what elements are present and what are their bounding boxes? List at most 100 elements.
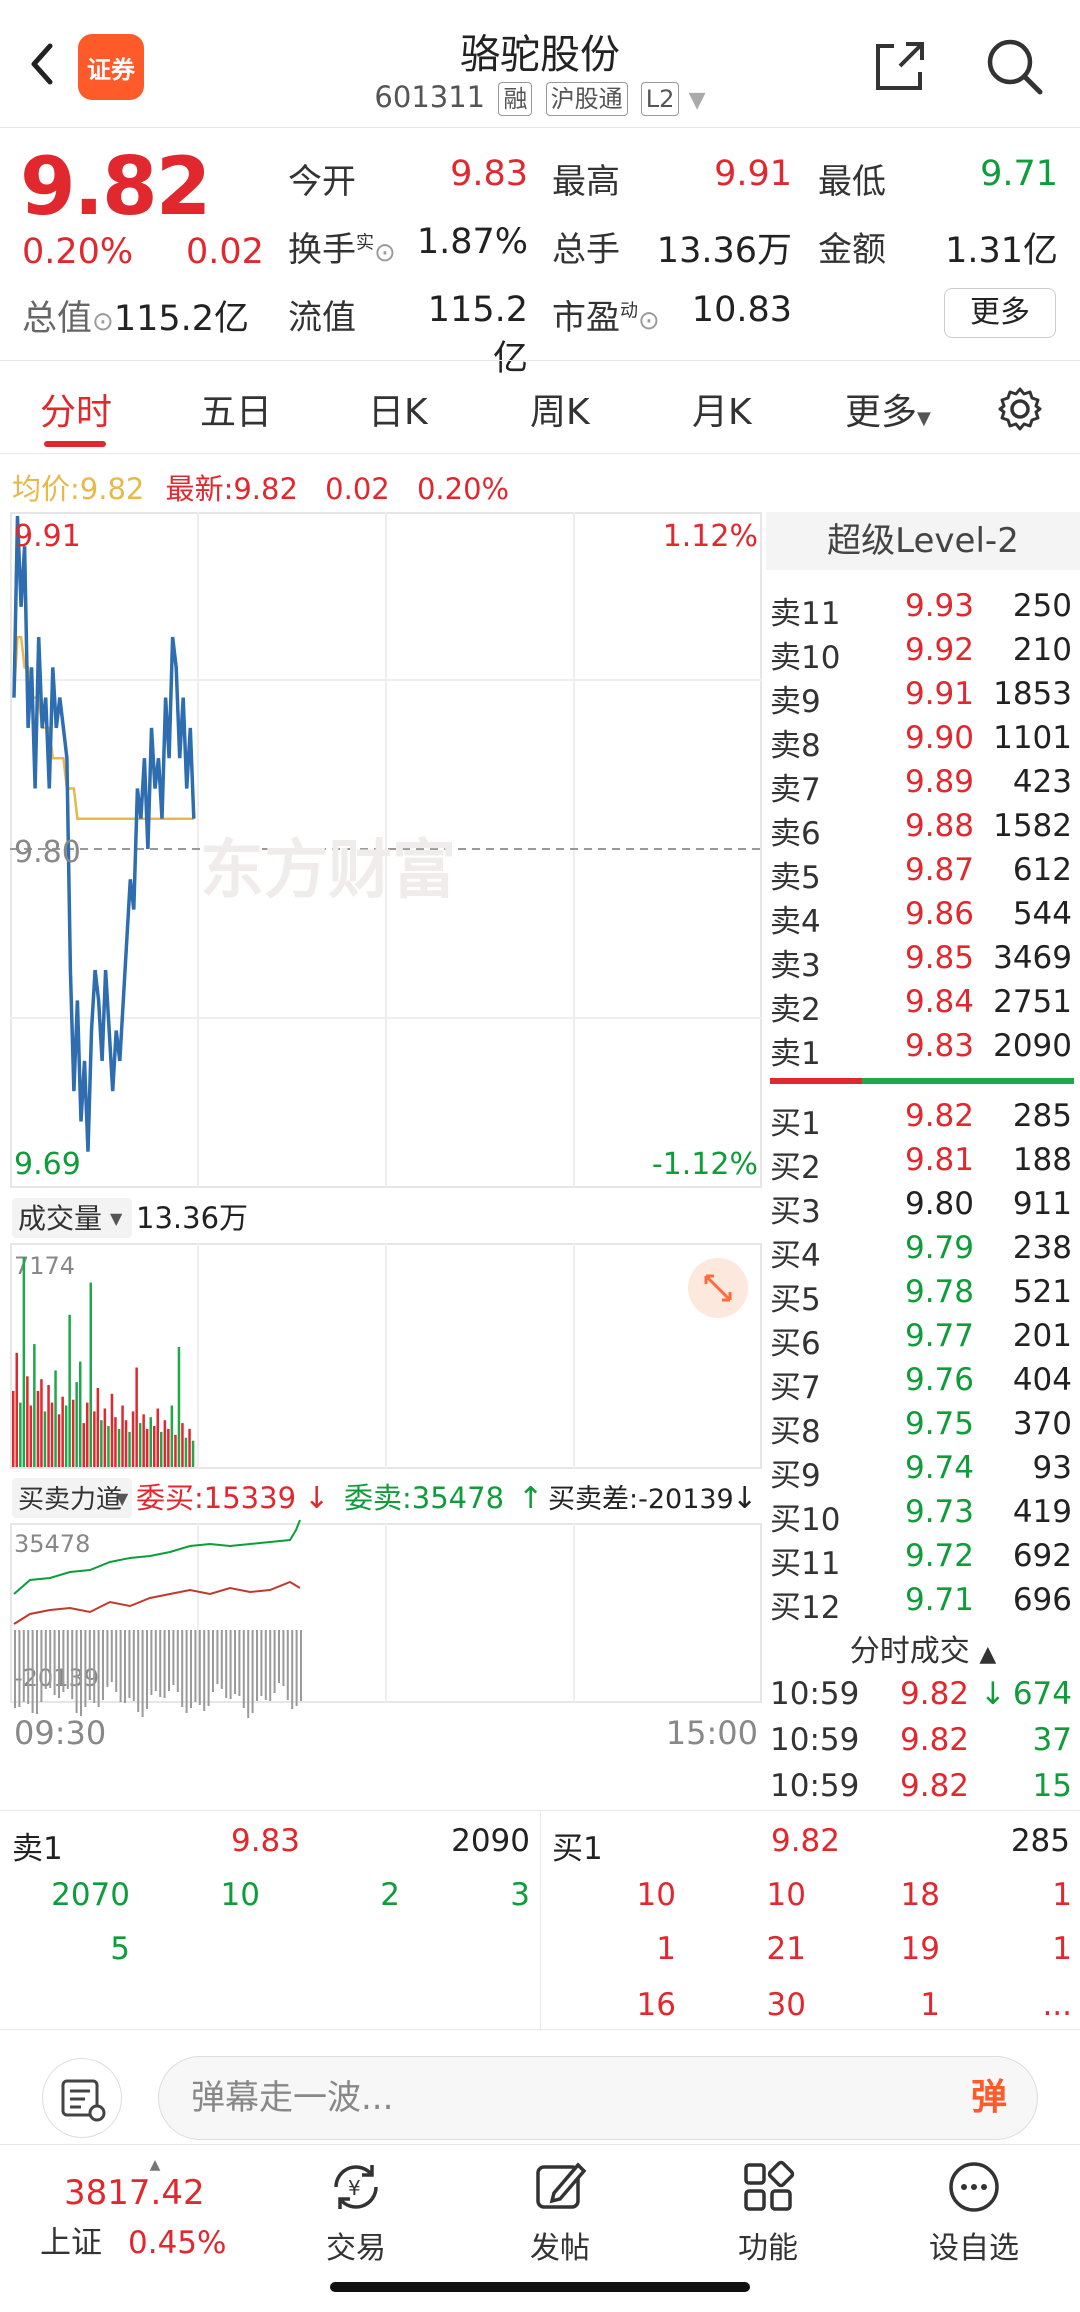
volume-bar <box>114 1417 117 1467</box>
gear-icon[interactable] <box>996 385 1044 433</box>
force-diff-bar <box>44 1630 47 1689</box>
ask-level-label: 卖7 <box>770 772 821 808</box>
ask-row[interactable]: 卖11 9.93 250 <box>770 588 1076 632</box>
queue-order: 1 <box>920 1987 940 2023</box>
brand-logo[interactable]: 证券 <box>78 34 144 100</box>
force-diff-bar <box>40 1630 43 1702</box>
turnover-value: 1.87% <box>416 222 528 262</box>
bid-row[interactable]: 买4 9.79 238 <box>770 1230 1076 1274</box>
bid-volume: 911 <box>1012 1186 1072 1222</box>
tab-weekly-k[interactable]: 周K <box>530 392 590 433</box>
force-diff-bar <box>80 1630 82 1716</box>
force-diff-bar <box>291 1630 294 1709</box>
level2-title[interactable]: 超级Level-2 <box>766 512 1080 570</box>
bid-row[interactable]: 买5 9.78 521 <box>770 1274 1076 1318</box>
nav-trade[interactable]: ¥ 交易 <box>296 2157 416 2267</box>
nav-functions[interactable]: 功能 <box>708 2157 828 2267</box>
expand-icon <box>704 1274 732 1302</box>
volume-selector[interactable] <box>12 1198 132 1238</box>
force-diff-bar <box>66 1630 69 1689</box>
bid-row[interactable]: 买2 9.81 188 <box>770 1142 1076 1186</box>
nav-add-watch[interactable]: 设自选 <box>914 2157 1034 2267</box>
ask-row[interactable]: 卖4 9.86 544 <box>770 896 1076 940</box>
tab-daily-k[interactable]: 日K <box>368 392 428 433</box>
bid-level-label: 买2 <box>770 1150 821 1186</box>
share-icon[interactable] <box>870 36 930 96</box>
volume-bar <box>19 1402 22 1467</box>
tab-underline <box>44 441 106 447</box>
force-diff-bar <box>282 1630 285 1686</box>
volume-bar <box>184 1437 188 1467</box>
queue-order: 19 <box>900 1931 940 1967</box>
force-selector[interactable] <box>12 1478 132 1518</box>
danmu-input[interactable]: 弹幕走一波... <box>158 2056 1038 2140</box>
tab-five-day[interactable]: 五日 <box>200 392 273 433</box>
tab-intraday[interactable]: 分时 <box>40 392 113 433</box>
ask-price: 9.86 <box>904 896 974 932</box>
bid-row[interactable]: 买8 9.75 370 <box>770 1406 1076 1450</box>
volume-bar <box>61 1396 64 1467</box>
ask-price: 9.83 <box>904 1028 974 1064</box>
tick-price: 9.82 <box>900 1722 970 1758</box>
total-value-label: 总值 <box>22 299 93 339</box>
chevron-down-icon[interactable]: ▼ <box>688 88 706 113</box>
bid-row[interactable]: 买9 9.74 93 <box>770 1450 1076 1494</box>
ask-row[interactable]: 卖8 9.90 1101 <box>770 720 1076 764</box>
bid-row[interactable]: 买10 9.73 419 <box>770 1494 1076 1538</box>
bid-price: 9.82 <box>904 1098 974 1134</box>
tag-margin: 融 <box>498 82 533 116</box>
tab-more[interactable]: 更多▼ <box>845 383 931 435</box>
queue-order: 21 <box>766 1931 806 1967</box>
bid-row[interactable]: 买11 9.72 692 <box>770 1538 1076 1582</box>
more-button[interactable]: 更多 <box>944 288 1056 338</box>
search-icon[interactable] <box>982 34 1046 98</box>
latest-pct: 0.20% <box>416 472 510 506</box>
index-ticker[interactable]: ▲ 3817.42 上证 0.45% <box>40 2157 270 2262</box>
bid-row[interactable]: 买3 9.80 911 <box>770 1186 1076 1230</box>
force-diff-bar <box>97 1630 100 1707</box>
bid-volume: 692 <box>1012 1538 1072 1574</box>
bid-volume: 285 <box>1012 1098 1072 1134</box>
arrow-down-icon: ↓ <box>304 1481 329 1516</box>
force-diff-bar <box>150 1630 153 1695</box>
ask-row[interactable]: 卖9 9.91 1853 <box>770 676 1076 720</box>
force-diff-bar <box>119 1630 122 1702</box>
bid-row[interactable]: 买6 9.77 201 <box>770 1318 1076 1362</box>
ask-row[interactable]: 卖1 9.83 2090 <box>770 1028 1076 1072</box>
bid-row[interactable]: 买1 9.82 285 <box>770 1098 1076 1142</box>
volume-bar <box>174 1434 177 1467</box>
danmu-toggle[interactable] <box>42 2058 122 2138</box>
ask-level-label: 卖9 <box>770 684 821 720</box>
volume-bar <box>50 1402 54 1467</box>
tick-title[interactable]: 分时成交 ▲ <box>770 1626 1076 1670</box>
ask-row[interactable]: 卖5 9.87 612 <box>770 852 1076 896</box>
latest-label: 最新: <box>165 472 234 506</box>
volume-label: 总手 <box>552 230 620 270</box>
bid-volume: 93 <box>1032 1450 1072 1486</box>
ask-row[interactable]: 卖10 9.92 210 <box>770 632 1076 676</box>
ask-row[interactable]: 卖7 9.89 423 <box>770 764 1076 808</box>
ask-row[interactable]: 卖2 9.84 2751 <box>770 984 1076 1028</box>
force-diff-bar <box>106 1630 109 1687</box>
bid-volume: 370 <box>1012 1406 1072 1442</box>
ask-row[interactable]: 卖6 9.88 1582 <box>770 808 1076 852</box>
intraday-chart[interactable]: 东方财富 9.91 9.80 9.69 1.12% -1.12% 成交量 ▼ 1… <box>10 512 762 1752</box>
nav-post[interactable]: 发帖 <box>500 2157 620 2267</box>
force-diff-bar <box>190 1630 192 1708</box>
bid-row[interactable]: 买12 9.71 696 <box>770 1582 1076 1626</box>
ask-volume: 1101 <box>993 720 1072 756</box>
bid-row[interactable]: 买7 9.76 404 <box>770 1362 1076 1406</box>
force-diff-bar <box>75 1630 78 1713</box>
back-arrow-icon[interactable] <box>20 40 68 88</box>
ask-force-line <box>13 1519 301 1595</box>
stock-code-line[interactable]: 601311 融 沪股通 L2 ▼ <box>0 80 1080 116</box>
ask-row[interactable]: 卖3 9.85 3469 <box>770 940 1076 984</box>
tab-monthly-k[interactable]: 月K <box>692 392 752 433</box>
caret-down-icon: ▼ <box>110 1209 123 1228</box>
open-label: 今开 <box>288 162 356 202</box>
force-diff-bar <box>300 1630 302 1701</box>
volume-bar <box>79 1361 82 1467</box>
danmu-send-button[interactable]: 弹 <box>970 2077 1007 2118</box>
float-value: 115.2亿 <box>427 290 528 379</box>
bid-level-label: 买4 <box>770 1238 821 1274</box>
